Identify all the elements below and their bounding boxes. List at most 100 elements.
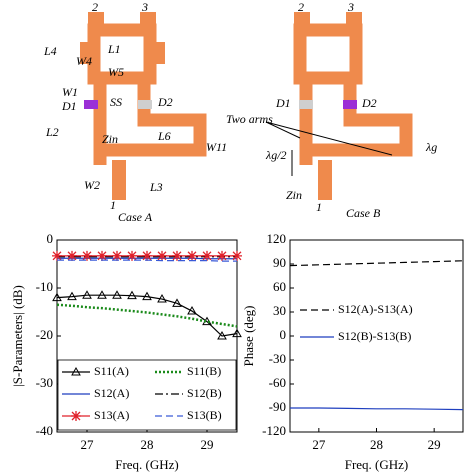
arms [93, 78, 207, 165]
stub [155, 42, 165, 64]
label: SS [110, 95, 122, 109]
marker [172, 250, 182, 261]
label: L3 [149, 180, 163, 194]
case-a-layout [80, 12, 207, 200]
marker [217, 250, 227, 261]
y-tick-label: 60 [273, 279, 286, 294]
marker [232, 250, 242, 261]
ring [87, 23, 157, 85]
ring [293, 23, 363, 85]
marker [112, 290, 122, 299]
port-tab [294, 12, 310, 26]
legend-label: S12(A) [94, 386, 129, 400]
y-tick-label: -20 [36, 327, 53, 342]
label: Zin [286, 188, 302, 202]
legend-label: S11(A) [94, 364, 129, 378]
marker [127, 250, 137, 261]
label: W1 [62, 85, 78, 99]
series-line [57, 259, 237, 262]
y-tick-label: -30 [36, 375, 53, 390]
y-tick-label: 0 [47, 231, 54, 246]
marker [142, 291, 152, 301]
y-tick-label: -60 [269, 375, 286, 390]
caption: Case A [118, 210, 153, 224]
label: W4 [76, 54, 92, 68]
feed [112, 160, 126, 200]
label: W11 [206, 140, 227, 154]
port-tab [88, 12, 104, 26]
y-tick-label: 30 [273, 303, 286, 318]
label: D1 [275, 96, 291, 110]
feed [318, 160, 332, 200]
marker [202, 250, 212, 261]
diode [299, 100, 313, 109]
label: L2 [45, 125, 59, 139]
label: Two arms [226, 112, 273, 126]
marker [67, 250, 77, 261]
marker [52, 250, 62, 261]
legend-label: S11(B) [187, 364, 221, 378]
series-line [290, 407, 464, 411]
diode [84, 100, 98, 109]
stub [80, 42, 90, 64]
x-tick-label: 28 [141, 437, 154, 452]
y-tick-label: 120 [267, 231, 287, 246]
arrow [265, 121, 393, 176]
marker [217, 330, 227, 340]
label: 3 [347, 0, 354, 14]
marker [187, 306, 197, 315]
x-tick-label: 29 [201, 437, 214, 452]
y-tick-label: 90 [273, 255, 286, 270]
caption: Case B [346, 206, 381, 220]
marker [127, 290, 137, 300]
label: D1 [61, 99, 77, 113]
marker [52, 292, 62, 302]
marker [157, 294, 167, 303]
arms [299, 78, 413, 165]
label: 1 [316, 200, 322, 214]
port-tab [140, 12, 156, 26]
x-tick-label: 27 [312, 437, 326, 452]
y-tick-label: -30 [269, 351, 286, 366]
series-line [56, 294, 238, 337]
legend-marker [71, 366, 81, 376]
case-b-layout [265, 12, 413, 200]
marker [82, 250, 92, 261]
marker [232, 328, 242, 338]
diode [138, 100, 152, 109]
legend-label: S12(B) [187, 386, 222, 400]
marker [97, 250, 107, 261]
label: W2 [84, 178, 100, 192]
marker [112, 250, 122, 261]
label: W5 [108, 65, 124, 79]
label: D2 [157, 95, 173, 109]
y-axis-label: Phase (deg) [241, 305, 256, 366]
marker [67, 291, 77, 301]
legend-label: S12(B)-S13(B) [338, 329, 411, 343]
y-tick-label: -120 [262, 423, 286, 438]
label: L1 [107, 42, 121, 56]
x-tick-label: 29 [428, 437, 441, 452]
label: Zin [102, 132, 118, 146]
label: L6 [157, 129, 171, 143]
y-tick-label: -90 [269, 399, 286, 414]
legend-label: S13(B) [187, 408, 222, 422]
series-line [289, 260, 464, 267]
legend-label: S12(A)-S13(A) [338, 302, 413, 316]
label: λg/2 [265, 148, 287, 162]
label: 3 [141, 0, 148, 14]
x-tick-label: 27 [81, 437, 95, 452]
diode [343, 100, 357, 109]
marker [97, 290, 107, 299]
label: λg [425, 140, 437, 154]
x-tick-label: 28 [370, 437, 383, 452]
label: 2 [92, 0, 98, 14]
legend-label: S13(A) [94, 408, 129, 422]
label: D2 [361, 96, 377, 110]
y-tick-label: 0 [280, 327, 287, 342]
y-tick-label: -40 [36, 423, 53, 438]
label: 1 [110, 198, 116, 212]
x-axis-label: Freq. (GHz) [345, 457, 409, 472]
marker [82, 290, 92, 299]
